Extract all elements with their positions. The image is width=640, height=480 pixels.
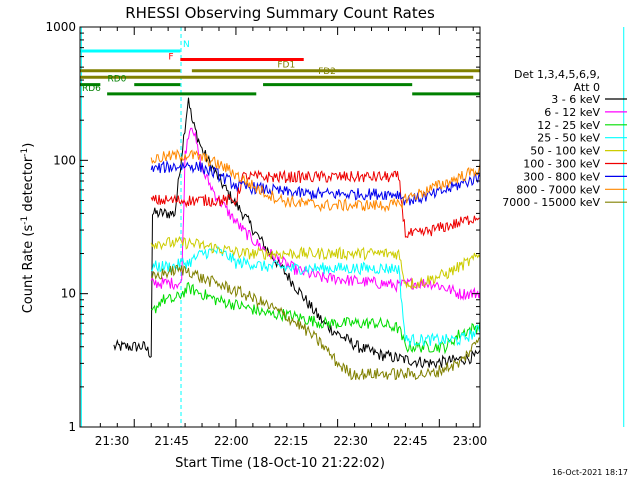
legend-item-label: 25 - 50 keV <box>537 132 600 145</box>
x-tick-label: 21:30 <box>95 434 130 448</box>
footer-timestamp: 16-Oct-2021 18:17 <box>552 468 628 477</box>
y-tick-label: 100 <box>53 153 76 167</box>
series-line-6 <box>150 159 481 206</box>
y-tick-label: 10 <box>61 287 76 301</box>
state-bar-label-f: F <box>168 53 173 63</box>
series-line-7 <box>150 148 481 213</box>
legend-header-line: Det 1,3,4,5,6,9, <box>514 68 600 81</box>
legend-item-label: 800 - 7000 keV <box>516 183 600 196</box>
legend-item-label: 7000 - 15000 keV <box>502 196 600 209</box>
series-line-3 <box>151 245 481 347</box>
legend-item-label: 50 - 100 keV <box>530 145 600 158</box>
state-bar-label-rd6: RD6 <box>82 84 101 94</box>
chart-title: RHESSI Observing Summary Count Rates <box>125 4 435 22</box>
state-bar-label-fd1: FD1 <box>277 61 295 71</box>
state-bar-label-fd2: FD2 <box>318 67 336 77</box>
x-tick-label: 22:15 <box>274 434 309 448</box>
legend-item-label: 100 - 300 keV <box>523 158 600 171</box>
legend-item-label: 12 - 25 keV <box>537 119 600 132</box>
y-axis-label-part: -1 <box>20 148 30 157</box>
y-axis-label-part: detector <box>21 156 36 216</box>
x-tick-label: 21:45 <box>154 434 189 448</box>
series-line-0 <box>113 97 481 370</box>
legend-item-label: 300 - 800 keV <box>523 170 600 183</box>
legend-item-label: 6 - 12 keV <box>544 106 600 119</box>
x-tick-label: 22:45 <box>393 434 428 448</box>
state-bar-label-rd0: RD0 <box>107 75 126 85</box>
plot-content: NFSFD1FD2RD0RD6 <box>80 27 625 427</box>
x-tick-label: 22:00 <box>214 434 249 448</box>
x-tick-label: 22:30 <box>333 434 368 448</box>
y-axis-label-part: -1 <box>20 216 30 225</box>
plot-frame <box>79 26 481 428</box>
y-axis-label-part: Count Rate (s <box>21 225 36 314</box>
series-line-4 <box>150 235 481 290</box>
y-tick-label: 1 <box>68 420 76 434</box>
y-axis-label: Count Rate (s-1 detector-1) <box>20 143 36 314</box>
series-line-5 <box>150 169 481 239</box>
x-axis-label: Start Time (18-Oct-10 21:22:02) <box>175 456 385 471</box>
y-axis-label-part: ) <box>21 143 36 148</box>
y-tick-label: 1000 <box>45 20 76 34</box>
legend-header-line: Att 0 <box>574 81 600 94</box>
legend-item-label: 3 - 6 keV <box>551 93 600 106</box>
x-tick-label: 23:00 <box>453 434 488 448</box>
series-line-8 <box>150 264 481 381</box>
state-bar-label-n: N <box>183 40 190 50</box>
axes: 1 10 100 1000 21:30 21:45 22:00 22:15 22:30 22:45… <box>45 20 487 448</box>
